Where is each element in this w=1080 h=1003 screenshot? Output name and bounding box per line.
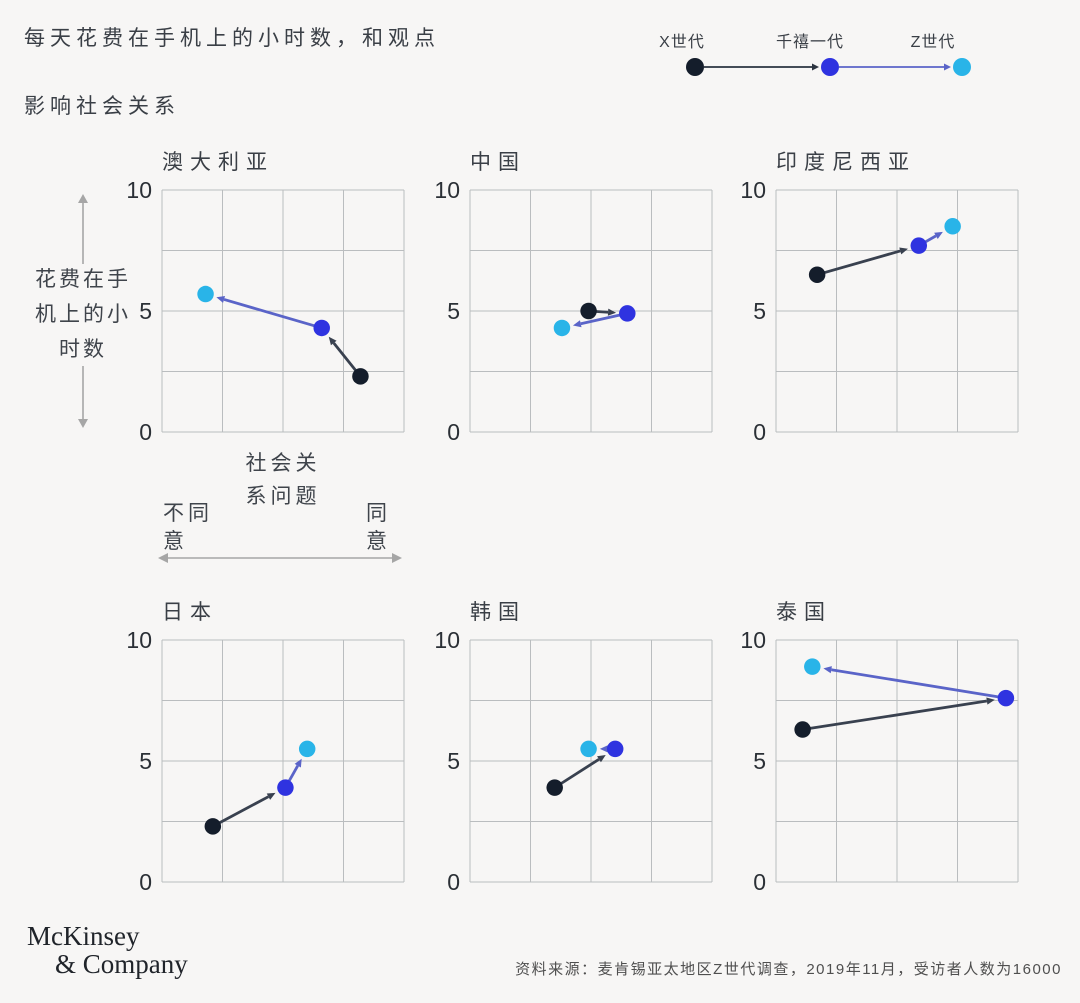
mckinsey-logo-line1: McKinsey (27, 921, 140, 951)
y-axis-label-line3: 时数 (59, 338, 107, 361)
x-axis-agree-line2: 意 (366, 530, 391, 553)
plot-0 (161, 189, 405, 433)
x-axis-disagree-line1: 不同 (163, 502, 213, 525)
x-axis-disagree-label: 不同 意 (163, 500, 213, 556)
page-title-line1: 每天花费在手机上的小时数，和观点 (24, 27, 440, 50)
y-tick-2-10: 10 (740, 177, 766, 203)
legend-dots-arrow-graphic (686, 58, 971, 76)
source-note: 资料来源：麦肯锡亚太地区Z世代调查，2019年11月，受访者人数为16000 (515, 961, 1062, 978)
x-axis-caption-line2: 系问题 (245, 485, 321, 508)
y-tick-4-5: 5 (447, 748, 460, 774)
chart-title-5: 泰国 (776, 601, 832, 624)
plot-4 (469, 639, 713, 883)
chart-title-0: 澳大利亚 (162, 151, 274, 174)
x-axis-caption: 社会关 系问题 (162, 447, 404, 513)
y-axis-label: 花费在手 机上的小 时数 (18, 262, 148, 367)
chart-title-1: 中国 (470, 151, 526, 174)
y-axis-label-line1: 花费在手 (35, 268, 131, 291)
legend-label-millennial: 千禧一代 (775, 34, 845, 51)
chart-title-2: 印度尼西亚 (776, 151, 916, 174)
legend-label-gen-x: X世代 (659, 34, 705, 51)
chart-title-3: 日本 (162, 601, 218, 624)
y-tick-5-10: 10 (740, 627, 766, 653)
chart-title-4: 韩国 (470, 601, 526, 624)
x-axis-agree-line1: 同 (366, 502, 391, 525)
y-tick-0-10: 10 (126, 177, 152, 203)
x-axis-agree-label: 同 意 (366, 500, 391, 556)
y-tick-5-5: 5 (753, 748, 766, 774)
y-tick-4-10: 10 (434, 627, 460, 653)
plot-1 (469, 189, 713, 433)
y-tick-3-10: 10 (126, 627, 152, 653)
x-axis-disagree-line2: 意 (163, 530, 188, 553)
y-tick-2-5: 5 (753, 298, 766, 324)
page-title-line2: 影响社会关系 (24, 95, 180, 118)
y-tick-0-5: 5 (139, 298, 152, 324)
plot-3 (161, 639, 405, 883)
y-axis-label-line2: 机上的小 (35, 303, 131, 326)
y-tick-0-0: 0 (139, 419, 152, 445)
mckinsey-logo-line2: & Company (55, 949, 188, 979)
y-tick-4-0: 0 (447, 869, 460, 895)
y-tick-2-0: 0 (753, 419, 766, 445)
plot-2 (775, 189, 1019, 433)
mckinsey-logo: McKinsey & Company (27, 922, 188, 978)
legend-label-gen-z: Z世代 (910, 34, 956, 51)
y-tick-1-10: 10 (434, 177, 460, 203)
x-axis-double-arrow-icon (158, 553, 402, 563)
y-axis-double-arrow-icon (78, 194, 88, 428)
y-tick-1-5: 5 (447, 298, 460, 324)
plot-5 (775, 639, 1019, 883)
x-axis-caption-line1: 社会关 (245, 452, 321, 475)
y-tick-3-0: 0 (139, 869, 152, 895)
y-tick-3-5: 5 (139, 748, 152, 774)
y-tick-1-0: 0 (447, 419, 460, 445)
y-tick-5-0: 0 (753, 869, 766, 895)
